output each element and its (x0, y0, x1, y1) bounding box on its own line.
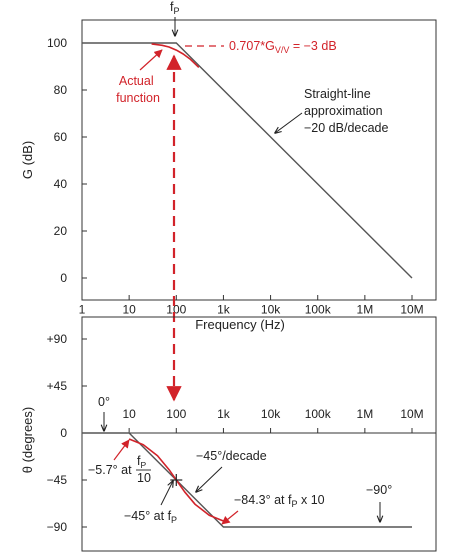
gain-y-tick-label: 60 (54, 130, 68, 144)
phase-y-tick-label: −45 (47, 473, 68, 487)
phase-x-tick-label: 10k (261, 407, 281, 421)
gain-y-tick-label: 0 (60, 271, 67, 285)
gain-x-tick-label: 100 (166, 303, 186, 317)
phase-x-ticks: 10 100 1k 10k 100k 1M 10M (122, 407, 424, 433)
phase-plot-frame (81, 316, 437, 552)
gain-x-tick-label: 10k (261, 303, 281, 317)
approximation-label: Straight-line approximation −20 dB/decad… (304, 87, 388, 135)
gain-plot: 0 20 40 60 80 100 1 10 100 1k 10k 100k 1M 10M G (dB)… (20, 0, 437, 332)
tenth-fp-arrow (113, 439, 130, 461)
gain-y-tick-label: 80 (54, 83, 68, 97)
tenth-fp-numerator: fP (137, 454, 146, 470)
times10-fp-label: −84.3° at fP x 10 (234, 493, 325, 509)
gain-y-axis-title: G (dB) (20, 141, 35, 179)
gain-x-tick-label: 1M (357, 303, 374, 317)
gain-x-tick-label: 10M (400, 303, 423, 317)
phase-x-tick-label: 100k (305, 407, 332, 421)
fp-marker-label: fP (170, 0, 180, 16)
actual-function-arrow (139, 49, 163, 71)
tenth-fp-denominator: 10 (137, 471, 151, 485)
phase-curves (82, 432, 412, 528)
phase-y-tick-label: +45 (47, 379, 68, 393)
gain-x-tick-label: 100k (305, 303, 332, 317)
phase-x-tick-label: 10M (400, 407, 423, 421)
phase-y-tick-label: 0 (60, 426, 67, 440)
gain-y-tick-label: 100 (47, 36, 67, 50)
gain-y-tick-label: 20 (54, 224, 68, 238)
phase-y-ticks: +90 +45 0 −45 −90 (47, 332, 87, 534)
gain-x-tick-label: 1k (217, 303, 231, 317)
at-fp-arrow (160, 481, 173, 506)
phase-y-tick-label: +90 (47, 332, 68, 346)
phase-plot: +90 +45 0 −45 −90 10 100 1k 10k 100k 1M 10M θ (deg… (20, 316, 437, 552)
approximation-arrow (275, 112, 303, 133)
phase-x-tick-label: 10 (122, 407, 136, 421)
slope-label: −45°/decade (196, 449, 267, 463)
tenth-fp-label: −5.7° at (88, 463, 132, 477)
gain-actual-series (151, 43, 200, 68)
at-fp-label: −45° at fP (124, 509, 177, 525)
phase-y-tick-label: −90 (47, 520, 68, 534)
phase-y-axis-title: θ (degrees) (20, 407, 35, 473)
minus3db-label: 0.707*GV/V = −3 dB (229, 39, 337, 55)
minus90-degree-label: −90° (366, 483, 392, 497)
actual-function-label: Actual function (116, 74, 160, 105)
gain-y-ticks: 0 20 40 60 80 100 (47, 36, 87, 285)
phase-x-tick-label: 1k (217, 407, 231, 421)
slope-arrow (196, 466, 223, 492)
phase-x-tick-label: 100 (166, 407, 186, 421)
gain-y-tick-label: 40 (54, 177, 68, 191)
gain-x-axis-title: Frequency (Hz) (195, 317, 285, 332)
zero-degree-label: 0° (98, 395, 110, 409)
times10-fp-arrow (221, 510, 239, 525)
gain-x-tick-label: 1 (79, 303, 86, 317)
gain-x-tick-label: 10 (122, 303, 136, 317)
phase-x-tick-label: 1M (357, 407, 374, 421)
gain-curves (82, 42, 413, 279)
gain-straight-line-series (82, 42, 413, 279)
gain-plot-frame (81, 19, 437, 301)
gain-x-ticks: 1 10 100 1k 10k 100k 1M 10M (79, 295, 424, 317)
